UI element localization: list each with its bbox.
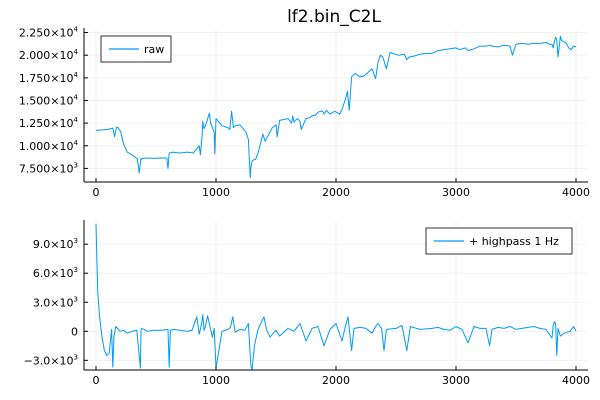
y-tick-label: 2.000×104 <box>19 48 79 62</box>
y-tick-exponent: 3 <box>74 353 78 361</box>
y-tick-label: 6.0×103 <box>33 266 78 280</box>
y-tick-exponent: 3 <box>74 295 78 303</box>
x-tick-label: 1000 <box>202 186 230 199</box>
x-tick-label: 4000 <box>562 374 590 387</box>
y-tick-label: 1.500×104 <box>19 93 79 107</box>
y-tick-exponent: 3 <box>74 161 78 169</box>
y-tick-label: 1.750×104 <box>19 71 79 85</box>
y-tick-mantissa: 1.750×10 <box>19 72 74 85</box>
y-tick-label: −3.0×103 <box>24 353 78 367</box>
y-tick-mantissa: 6.0×10 <box>33 267 74 280</box>
x-tick-label: 3000 <box>442 374 470 387</box>
y-tick-mantissa: 2.250×10 <box>19 27 74 40</box>
y-tick-label: 3.0×103 <box>33 295 78 309</box>
x-tick-label: 2000 <box>322 374 350 387</box>
y-tick-exponent: 3 <box>74 266 78 274</box>
y-tick-exponent: 4 <box>74 71 79 79</box>
y-tick-label: 1.000×104 <box>19 139 79 153</box>
x-tick-label: 3000 <box>442 186 470 199</box>
y-tick-label: 1.250×104 <box>19 116 79 130</box>
legend: + highpass 1 Hz <box>425 227 573 255</box>
y-tick-exponent: 3 <box>74 237 78 245</box>
y-tick-label: 7.500×103 <box>19 161 78 175</box>
y-tick-mantissa: −3.0×10 <box>24 354 74 367</box>
y-tick-label: 0 <box>71 325 78 338</box>
y-tick-exponent: 4 <box>74 139 79 147</box>
y-tick-label: 9.0×103 <box>33 237 78 251</box>
chart-title: lf2.bin_C2L <box>287 7 381 27</box>
y-tick-mantissa: 9.0×10 <box>33 238 74 251</box>
panel-raw: 0 1000 2000 3000 40007.500×1031.000×1041.250… <box>19 26 590 199</box>
panel-highpass: 0 1000 2000 3000 4000−3.0×10303.0×1036.0×103… <box>24 220 590 387</box>
series-line <box>95 223 577 371</box>
y-tick-mantissa: 1.000×10 <box>19 140 74 153</box>
legend: raw <box>100 35 172 63</box>
y-tick-mantissa: 1.250×10 <box>19 117 74 130</box>
y-tick-mantissa: 7.500×10 <box>19 162 74 175</box>
y-tick-label: 2.250×104 <box>19 26 79 40</box>
x-tick-label: 4000 <box>562 186 590 199</box>
x-tick-label: 1000 <box>202 374 230 387</box>
series-line <box>95 35 577 178</box>
legend-label: raw <box>144 43 164 56</box>
x-tick-label: 0 <box>93 374 100 387</box>
y-tick-mantissa: 0 <box>71 325 78 338</box>
y-tick-exponent: 4 <box>74 48 79 56</box>
y-tick-mantissa: 2.000×10 <box>19 49 74 62</box>
y-tick-exponent: 4 <box>74 26 79 34</box>
y-tick-mantissa: 3.0×10 <box>33 296 74 309</box>
x-tick-label: 0 <box>93 186 100 199</box>
y-tick-exponent: 4 <box>74 116 79 124</box>
x-tick-label: 2000 <box>322 186 350 199</box>
legend-label: + highpass 1 Hz <box>469 235 559 248</box>
y-tick-exponent: 4 <box>74 93 79 101</box>
y-tick-mantissa: 1.500×10 <box>19 94 74 107</box>
